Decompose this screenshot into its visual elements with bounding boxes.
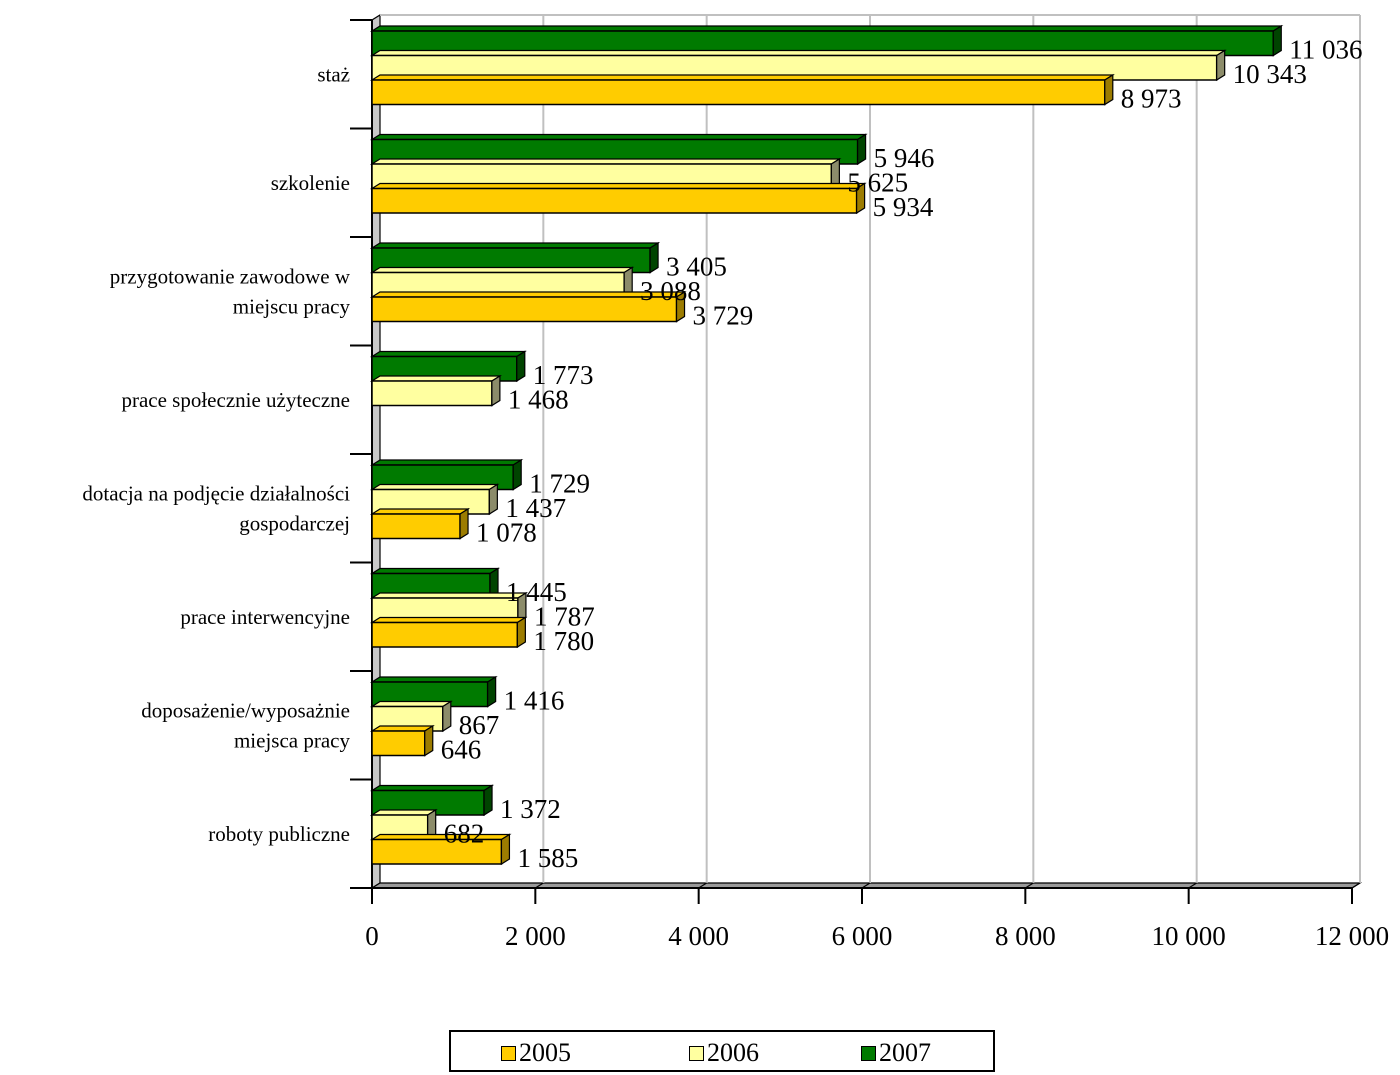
bar-side-2005 bbox=[516, 616, 526, 649]
data-label-2006: 1 468 bbox=[508, 385, 569, 415]
category-label: dotacja na podjęcie działalności gospodar… bbox=[82, 481, 350, 535]
bar-side-2005 bbox=[856, 182, 866, 215]
bar-side-2007 bbox=[1272, 24, 1282, 57]
bar-2006 bbox=[371, 380, 493, 407]
data-label-2007: 11 036 bbox=[1289, 35, 1362, 65]
x-tick-label: 6 000 bbox=[832, 921, 893, 951]
data-label-2006: 682 bbox=[444, 819, 485, 849]
category-label: szkolenie bbox=[271, 171, 350, 195]
x-tick-label: 2 000 bbox=[505, 921, 566, 951]
x-tick-label: 10 000 bbox=[1152, 921, 1226, 951]
data-label-2005: 646 bbox=[441, 735, 482, 765]
data-label-2005: 3 729 bbox=[693, 301, 754, 331]
category-label: doposażenie/wyposażnie miejsca pracy bbox=[141, 698, 350, 752]
data-label-2007: 5 946 bbox=[874, 143, 935, 173]
bar-side-2006 bbox=[491, 374, 501, 407]
legend-label-2006: 2006 bbox=[707, 1038, 759, 1067]
legend-swatch-2007 bbox=[861, 1045, 876, 1061]
data-label-2007: 1 445 bbox=[506, 577, 567, 607]
data-label-2007: 1 729 bbox=[529, 469, 590, 499]
category-label: prace społecznie użyteczne bbox=[121, 388, 350, 412]
category-label: przygotowanie zawodowe w miejscu pracy bbox=[110, 264, 351, 318]
bar-side-2005 bbox=[675, 290, 686, 323]
data-label-2006: 867 bbox=[459, 710, 500, 740]
bar-side-2007 bbox=[516, 350, 526, 383]
legend: 2005 2006 2007 bbox=[449, 1030, 995, 1072]
data-label-2006: 1 437 bbox=[505, 493, 566, 523]
legend-swatch-2006 bbox=[689, 1045, 704, 1061]
data-label-2005: 1 780 bbox=[533, 626, 594, 656]
bar-2005 bbox=[371, 79, 1106, 106]
data-label-2007: 1 773 bbox=[533, 360, 594, 390]
bar-side-2005 bbox=[459, 507, 469, 540]
legend-item-2007: 2007 bbox=[861, 1038, 931, 1068]
data-label-2007: 1 416 bbox=[504, 686, 565, 716]
x-tick-label: 0 bbox=[365, 921, 379, 951]
bar-2005 bbox=[371, 513, 461, 540]
data-label-2006: 10 343 bbox=[1233, 59, 1307, 89]
bar-side-2007 bbox=[856, 133, 867, 166]
legend-label-2005: 2005 bbox=[519, 1038, 571, 1067]
floor-tick bbox=[1351, 882, 1361, 889]
bar-2005 bbox=[371, 838, 503, 865]
bar-side-2005 bbox=[1104, 73, 1114, 106]
data-label-2006: 3 088 bbox=[640, 276, 701, 306]
legend-item-2005: 2005 bbox=[501, 1038, 571, 1068]
bar-side-2006 bbox=[442, 700, 452, 733]
legend-swatch-2005 bbox=[501, 1045, 516, 1061]
bar-side-2006 bbox=[488, 483, 498, 516]
bar-side-2007 bbox=[487, 675, 497, 708]
legend-label-2007: 2007 bbox=[879, 1038, 931, 1067]
bar-2005 bbox=[371, 296, 678, 323]
bar-2005 bbox=[371, 730, 426, 757]
data-label-2007: 1 372 bbox=[500, 794, 561, 824]
category-label: prace interwencyjne bbox=[180, 605, 350, 629]
bar-chart: 0 2 000 4 000 6 000 8 000 10 000 12 000 staż szk… bbox=[82, 13, 1389, 951]
bar-side-2005 bbox=[500, 833, 511, 866]
bar-side-2007 bbox=[483, 784, 493, 817]
bar-2005 bbox=[371, 621, 519, 648]
bar-side-2007 bbox=[649, 241, 659, 274]
data-label-2005: 8 973 bbox=[1121, 84, 1182, 114]
bar-side-2005 bbox=[424, 724, 434, 757]
x-tick-label: 8 000 bbox=[995, 921, 1056, 951]
category-label: roboty publiczne bbox=[208, 822, 350, 846]
data-label-2006: 5 625 bbox=[847, 168, 908, 198]
bar-side-2007 bbox=[512, 458, 522, 491]
data-label-2005: 1 078 bbox=[476, 518, 537, 548]
bar-side-2006 bbox=[1216, 49, 1226, 82]
data-label-2005: 5 934 bbox=[873, 192, 934, 222]
x-tick-label: 4 000 bbox=[668, 921, 729, 951]
x-tick-label: 12 000 bbox=[1315, 921, 1389, 951]
data-label-2005: 1 585 bbox=[517, 843, 578, 873]
data-label-2007: 3 405 bbox=[666, 252, 727, 282]
legend-item-2006: 2006 bbox=[689, 1038, 759, 1068]
bar-2005 bbox=[371, 187, 858, 214]
category-label: staż bbox=[317, 62, 350, 86]
data-label-2006: 1 787 bbox=[534, 602, 595, 632]
